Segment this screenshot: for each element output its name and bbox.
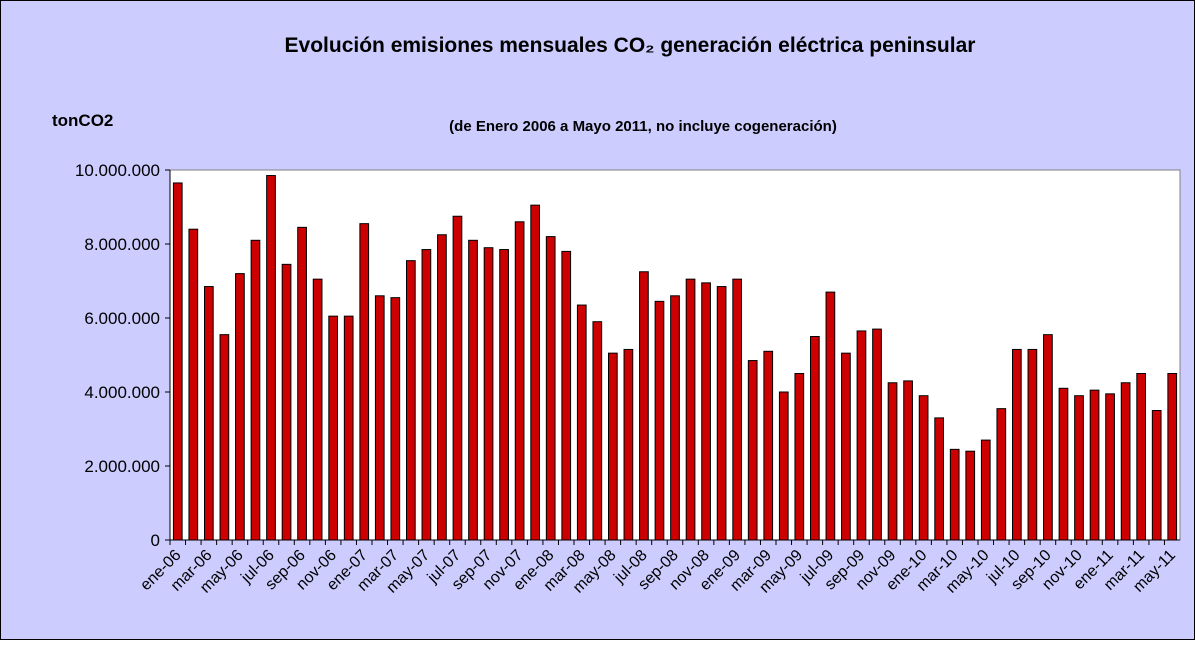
bar xyxy=(235,273,245,541)
bar xyxy=(1136,373,1147,541)
bar xyxy=(965,450,976,541)
bar xyxy=(1043,334,1053,541)
y-tick-label: 0 xyxy=(151,531,160,550)
bar xyxy=(623,348,634,541)
chart-subtitle: (de Enero 2006 a Mayo 2011, no incluye c… xyxy=(449,118,837,135)
bar xyxy=(1120,382,1131,541)
bar xyxy=(809,336,820,541)
bar xyxy=(607,352,618,541)
bar xyxy=(499,249,509,541)
bar xyxy=(639,271,649,541)
bar xyxy=(437,234,447,541)
bar xyxy=(592,321,603,541)
bar xyxy=(203,286,214,541)
y-axis-label: tonCO2 xyxy=(52,111,113,130)
bar xyxy=(266,175,276,541)
bar xyxy=(856,330,867,541)
bar xyxy=(281,263,292,541)
y-tick-label: 8.000.000 xyxy=(84,235,160,254)
bar xyxy=(530,204,541,541)
bar xyxy=(825,291,836,541)
bar xyxy=(949,448,960,541)
bar xyxy=(421,249,432,541)
bar xyxy=(934,417,945,541)
bar xyxy=(468,239,478,541)
bar xyxy=(188,228,199,541)
bar xyxy=(654,300,665,541)
y-tick-label: 6.000.000 xyxy=(84,309,160,328)
bar xyxy=(328,315,339,541)
bar xyxy=(374,295,385,541)
bar xyxy=(918,395,929,541)
bar xyxy=(172,182,183,541)
y-tick-label: 10.000.000 xyxy=(75,161,160,180)
bar xyxy=(763,350,774,541)
bar xyxy=(452,215,463,541)
bar xyxy=(887,382,898,541)
bar xyxy=(483,247,494,541)
bar xyxy=(747,360,758,541)
bar xyxy=(312,278,323,541)
bar xyxy=(576,304,587,541)
bar xyxy=(903,380,913,541)
bar xyxy=(670,295,680,541)
bar xyxy=(996,408,1007,541)
bar xyxy=(794,373,805,541)
bar xyxy=(1074,395,1084,541)
bar xyxy=(732,278,743,541)
bar xyxy=(1167,373,1178,541)
bar xyxy=(545,236,556,541)
bar xyxy=(250,239,261,541)
bar xyxy=(359,223,370,541)
bar xyxy=(1089,389,1100,541)
bar xyxy=(297,226,307,541)
bar xyxy=(390,297,401,541)
bar xyxy=(514,221,525,541)
bar xyxy=(716,286,727,541)
y-tick-label: 4.000.000 xyxy=(84,383,160,402)
bar xyxy=(778,391,789,541)
bar xyxy=(841,352,851,541)
bar xyxy=(872,328,882,541)
bar xyxy=(219,334,230,541)
bar xyxy=(343,315,354,541)
bar xyxy=(405,260,416,541)
bar xyxy=(1151,410,1162,541)
bar xyxy=(1058,387,1069,541)
bar xyxy=(1027,348,1038,541)
bar xyxy=(701,282,711,541)
chart-title: Evolución emisiones mensuales CO₂ genera… xyxy=(285,34,976,57)
bar xyxy=(1105,393,1115,541)
bar xyxy=(561,250,572,541)
bar xyxy=(685,278,696,541)
bar xyxy=(1011,348,1022,541)
y-tick-label: 2.000.000 xyxy=(84,457,160,476)
bar xyxy=(980,439,991,541)
